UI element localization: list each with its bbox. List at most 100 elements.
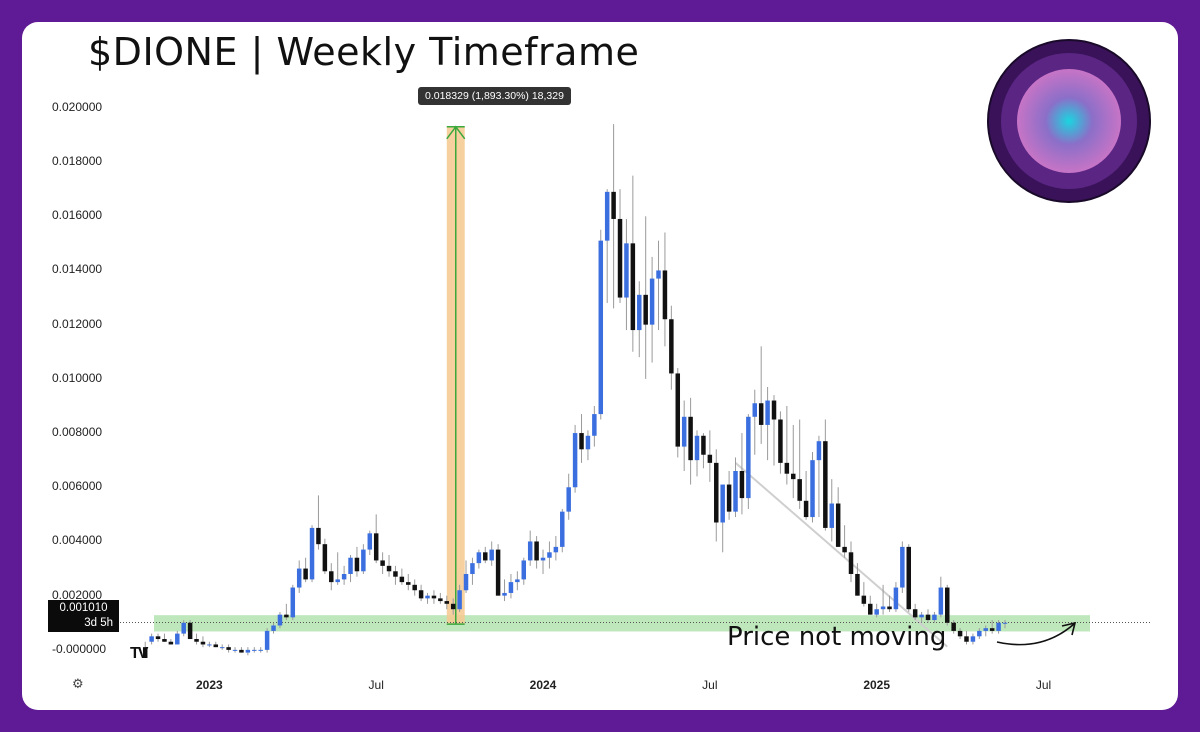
candle	[791, 473, 796, 480]
candle	[925, 614, 931, 621]
candle	[643, 294, 648, 325]
candle	[778, 419, 783, 463]
current-price-badge: 0.001010 3d 5h	[48, 600, 119, 632]
candle	[656, 270, 661, 279]
y-tick-label: 0.020000	[52, 99, 103, 114]
candle	[534, 541, 539, 561]
candle	[585, 435, 591, 450]
candle	[829, 503, 835, 528]
candle	[938, 587, 944, 615]
candle	[508, 582, 514, 593]
x-tick-label: Jul	[702, 678, 718, 692]
candle	[932, 614, 937, 621]
candle	[919, 614, 924, 618]
candle	[296, 568, 302, 588]
chart-card	[22, 22, 1178, 710]
x-tick-label: Jul	[1035, 678, 1052, 692]
candle	[752, 403, 758, 417]
candle	[361, 549, 366, 572]
candle	[322, 544, 328, 572]
candle	[906, 546, 912, 610]
x-tick-label: 2024	[529, 678, 557, 692]
candle	[784, 462, 790, 474]
candle	[1002, 622, 1008, 624]
candle	[771, 400, 777, 420]
candle	[463, 573, 469, 591]
candle	[444, 601, 450, 604]
candle	[284, 614, 289, 618]
candle	[707, 454, 713, 463]
candle	[431, 595, 437, 599]
candle	[239, 649, 244, 653]
candle	[662, 270, 668, 320]
candle	[848, 552, 854, 574]
candle	[835, 503, 841, 547]
candle	[226, 647, 231, 650]
candle	[367, 533, 373, 550]
candle	[162, 639, 167, 642]
candle	[637, 294, 642, 331]
candle	[386, 565, 392, 572]
down-trendline	[734, 462, 948, 648]
candle	[252, 649, 257, 651]
candle	[855, 573, 860, 596]
candle	[489, 549, 494, 561]
candle	[630, 243, 636, 331]
tradingview-logo[interactable]: TV	[130, 645, 149, 662]
candle	[303, 568, 308, 580]
candle	[168, 641, 174, 645]
candle	[572, 433, 578, 488]
current-price-value: 0.001010	[59, 602, 108, 614]
candle	[694, 435, 700, 461]
candle	[476, 552, 482, 564]
candle	[733, 471, 738, 512]
candle	[149, 636, 154, 642]
candle	[418, 590, 424, 599]
candle	[373, 533, 379, 561]
measure-tooltip: 0.018329 (1,893.30%) 18,329	[418, 87, 571, 105]
y-tick-label: 0.004000	[52, 533, 103, 548]
y-tick-label: 0.016000	[52, 208, 103, 223]
candle	[200, 641, 206, 645]
candle	[155, 636, 161, 640]
candle	[726, 484, 732, 512]
candle	[720, 484, 725, 523]
candle	[996, 622, 1001, 631]
gear-icon[interactable]: ⚙	[72, 677, 84, 692]
y-tick-label: -0.000000	[52, 641, 107, 656]
candle	[142, 647, 148, 658]
candle	[309, 527, 315, 580]
candle	[329, 571, 334, 583]
candle	[393, 571, 398, 577]
candle	[977, 630, 982, 637]
candle	[989, 628, 995, 631]
candle	[425, 595, 430, 599]
candle	[842, 546, 847, 553]
candle	[900, 546, 905, 588]
candle	[803, 500, 809, 518]
candle	[232, 649, 238, 651]
candle	[450, 603, 456, 610]
annotation-arrow	[996, 623, 1075, 646]
candle	[271, 625, 276, 631]
candle	[681, 416, 687, 447]
y-tick-label: 0.014000	[52, 262, 103, 277]
candlestick-chart[interactable]	[22, 22, 1178, 710]
candle	[483, 552, 488, 561]
candle	[688, 416, 693, 461]
candle	[540, 557, 546, 561]
candle	[495, 549, 501, 596]
candle	[213, 644, 219, 648]
candle	[187, 622, 193, 640]
candle	[547, 552, 552, 558]
candle	[470, 563, 475, 574]
candle	[515, 579, 520, 583]
candle	[406, 582, 411, 585]
candle	[258, 649, 263, 651]
candle	[714, 462, 719, 523]
y-tick-label: 0.002000	[52, 587, 103, 602]
candle	[290, 587, 296, 618]
candle	[457, 590, 462, 610]
candle	[566, 487, 571, 512]
candle	[893, 587, 899, 610]
